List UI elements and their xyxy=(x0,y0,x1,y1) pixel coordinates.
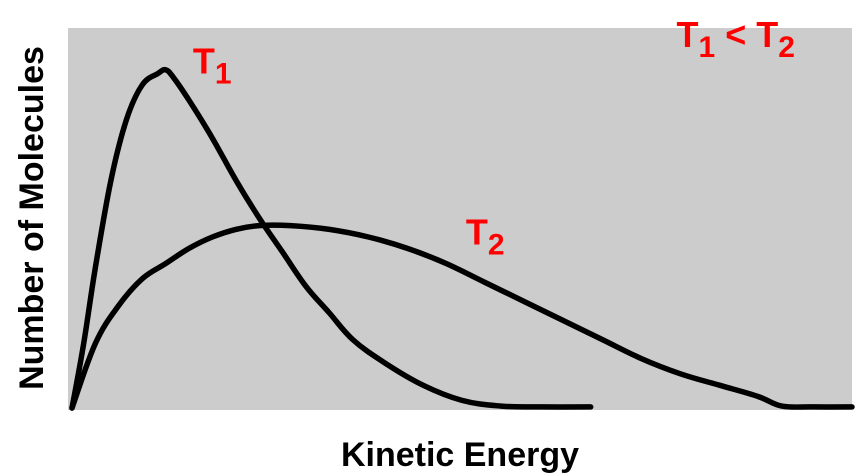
x-axis-label: Kinetic Energy xyxy=(341,436,579,474)
plot-area-background xyxy=(68,28,852,410)
y-axis-label: Number of Molecules xyxy=(13,46,51,390)
